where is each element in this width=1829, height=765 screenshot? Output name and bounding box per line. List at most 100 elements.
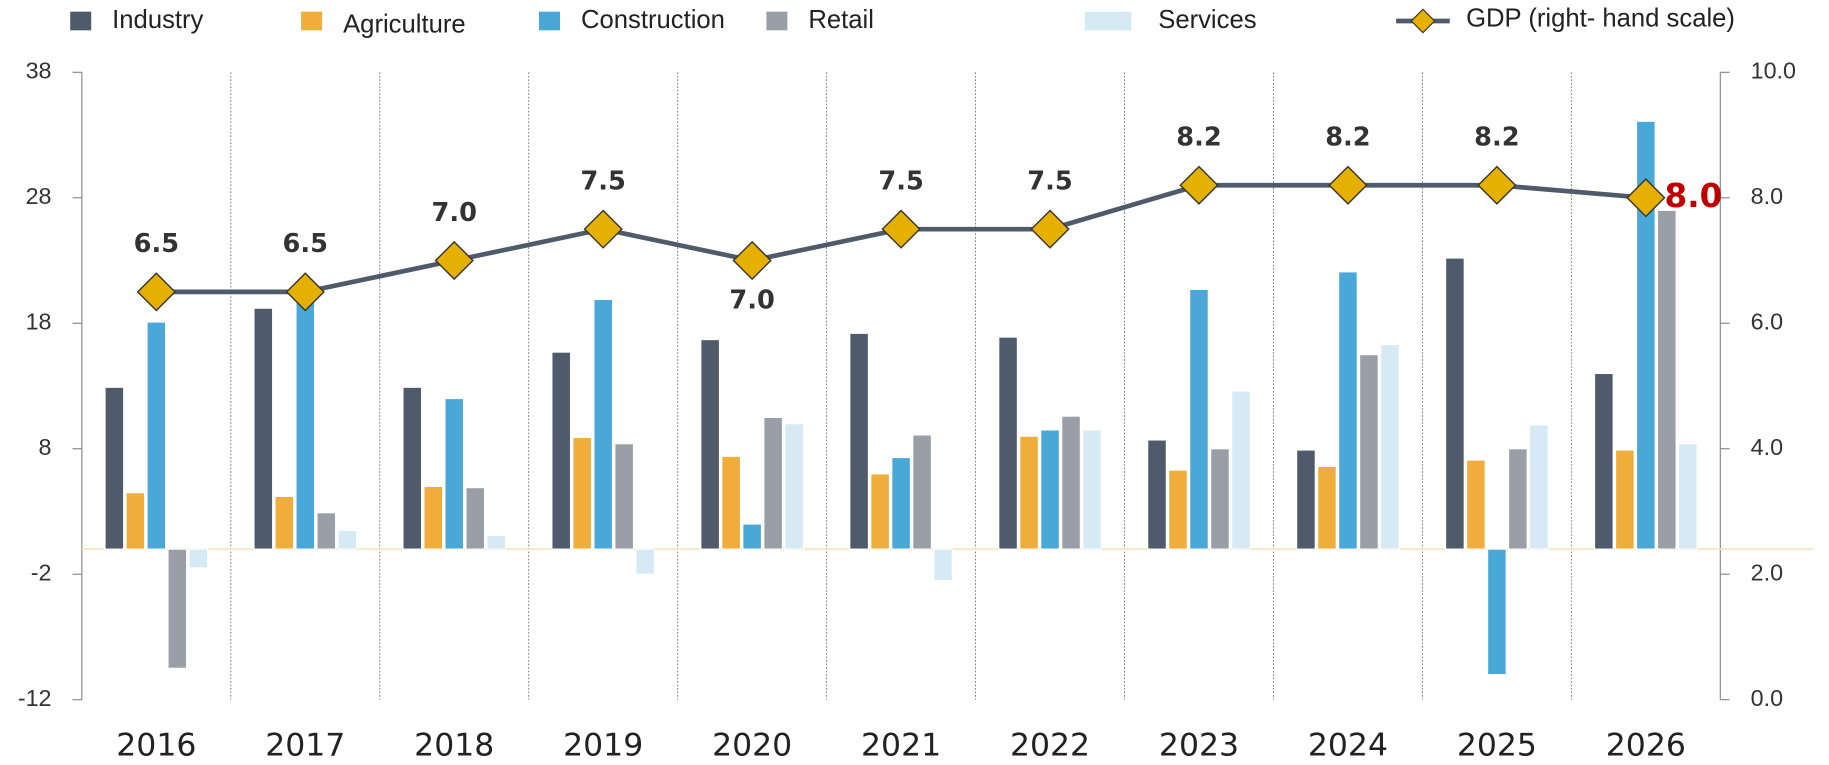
bar bbox=[721, 455, 742, 550]
bar bbox=[1061, 415, 1081, 550]
bar bbox=[188, 548, 209, 569]
x-tick-label: 2017 bbox=[265, 727, 345, 763]
legend-marker bbox=[1410, 8, 1436, 34]
bar bbox=[1168, 469, 1188, 550]
bar bbox=[1189, 288, 1209, 550]
y2-tick-label: 6.0 bbox=[1751, 308, 1783, 334]
bar bbox=[1338, 271, 1358, 550]
legend-label: Services bbox=[1158, 6, 1256, 34]
gdp-marker bbox=[881, 209, 921, 249]
bar bbox=[1147, 439, 1167, 550]
bar bbox=[423, 485, 444, 550]
gdp-value-label: 8.2 bbox=[1176, 123, 1221, 153]
y-tick-label: -12 bbox=[18, 685, 52, 711]
bar bbox=[1380, 344, 1400, 550]
gdp-value-label: 7.5 bbox=[1027, 167, 1072, 197]
bar bbox=[465, 487, 486, 550]
gdp-value-label: 7.5 bbox=[580, 167, 625, 197]
bar bbox=[1317, 465, 1337, 550]
legend-label: Retail bbox=[808, 6, 874, 34]
gdp-marker bbox=[732, 240, 772, 281]
legend-swatch bbox=[301, 11, 323, 31]
gdp-marker bbox=[434, 240, 474, 281]
gdp-value-label: 7.5 bbox=[878, 167, 923, 197]
gdp-value-label: 8.2 bbox=[1325, 123, 1370, 153]
bar bbox=[167, 548, 188, 669]
y-tick-label: 18 bbox=[26, 308, 52, 334]
bar bbox=[146, 321, 167, 550]
bar bbox=[933, 548, 953, 582]
gdp-value-label: 6.5 bbox=[283, 229, 328, 259]
bar bbox=[337, 529, 358, 550]
y2-tick-label: 8.0 bbox=[1751, 183, 1783, 209]
gdp-marker bbox=[1328, 165, 1368, 205]
x-tick-label: 2019 bbox=[563, 727, 643, 763]
bar bbox=[1635, 120, 1656, 550]
gdp-marker bbox=[1030, 209, 1070, 249]
x-tick-label: 2020 bbox=[712, 727, 792, 763]
gdp-value-label: 6.5 bbox=[134, 229, 179, 259]
bar bbox=[635, 548, 656, 575]
bar bbox=[253, 307, 274, 550]
x-tick-label: 2024 bbox=[1308, 727, 1388, 763]
gdp-marker bbox=[136, 272, 176, 312]
bar bbox=[1465, 459, 1486, 550]
bar bbox=[1210, 448, 1230, 550]
x-tick-label: 2025 bbox=[1457, 727, 1537, 763]
bar bbox=[614, 443, 635, 550]
bar bbox=[1656, 209, 1677, 550]
bar bbox=[1528, 424, 1549, 550]
y2-tick-label: 2.0 bbox=[1751, 559, 1783, 585]
gdp-marker bbox=[1179, 165, 1219, 205]
gdp-value-label: 8.0 bbox=[1664, 177, 1722, 215]
bar bbox=[912, 434, 932, 550]
legend-label: Construction bbox=[581, 6, 725, 34]
y-tick-label: -2 bbox=[31, 559, 52, 585]
legend-label: GDP (right- hand scale) bbox=[1466, 5, 1735, 33]
gdp-value-label: 7.0 bbox=[432, 198, 477, 228]
legend-swatch bbox=[70, 11, 92, 31]
legend-swatch bbox=[1084, 11, 1132, 31]
bar bbox=[891, 456, 912, 550]
bar bbox=[593, 298, 614, 550]
x-tick-label: 2016 bbox=[116, 727, 196, 763]
y2-tick-label: 0.0 bbox=[1751, 685, 1783, 711]
legend-swatch bbox=[766, 11, 788, 31]
gdp-value-label: 8.2 bbox=[1474, 123, 1519, 153]
y-tick-label: 28 bbox=[26, 183, 52, 209]
bar bbox=[870, 473, 891, 550]
x-tick-label: 2022 bbox=[1010, 727, 1090, 763]
bar bbox=[1019, 435, 1039, 550]
gdp-marker bbox=[1477, 165, 1517, 205]
legend-label: Agriculture bbox=[343, 10, 466, 38]
legend-swatch bbox=[538, 11, 560, 31]
bar bbox=[784, 423, 805, 550]
bar bbox=[402, 386, 423, 550]
bar bbox=[486, 534, 507, 550]
bar bbox=[763, 416, 784, 550]
bar bbox=[444, 397, 465, 550]
bar bbox=[125, 492, 146, 550]
bar bbox=[1507, 448, 1528, 550]
bar bbox=[849, 332, 870, 550]
x-tick-label: 2018 bbox=[414, 727, 494, 763]
y-tick-label: 38 bbox=[26, 57, 52, 83]
bar bbox=[1593, 372, 1614, 550]
x-tick-label: 2023 bbox=[1159, 727, 1239, 763]
bar bbox=[572, 436, 593, 550]
bar bbox=[1296, 449, 1316, 550]
gdp-marker bbox=[285, 272, 325, 312]
y2-tick-label: 4.0 bbox=[1751, 434, 1783, 460]
bar bbox=[104, 386, 125, 550]
bar bbox=[551, 351, 572, 550]
bar bbox=[1231, 390, 1251, 550]
bar bbox=[316, 512, 337, 550]
gdp-value-label: 7.0 bbox=[729, 285, 774, 315]
bar bbox=[274, 495, 295, 550]
bar bbox=[1677, 443, 1698, 550]
x-tick-label: 2026 bbox=[1606, 727, 1686, 763]
bar bbox=[742, 523, 763, 550]
x-tick-label: 2021 bbox=[861, 727, 941, 763]
bar bbox=[1486, 548, 1507, 676]
